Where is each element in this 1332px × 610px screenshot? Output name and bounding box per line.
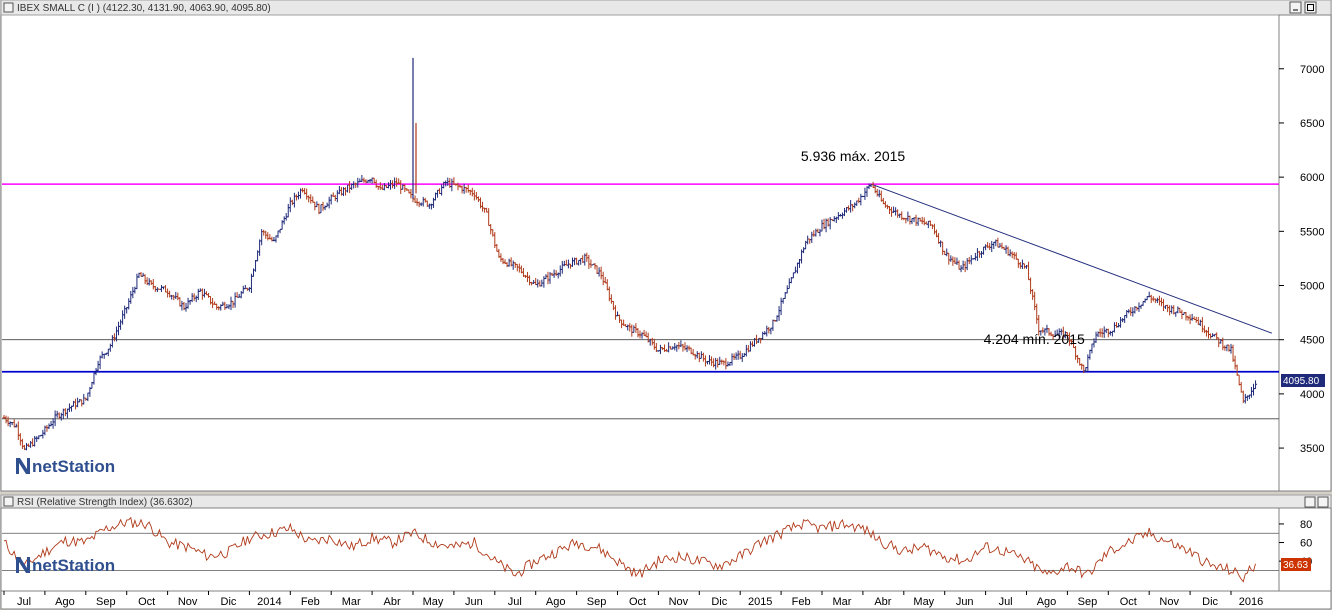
rsi-title-bar [0, 494, 1332, 509]
price-tick-label: 6000 [1300, 172, 1324, 184]
resistance-trendline [870, 183, 1273, 334]
time-x-axis: Jul Ago Sep Oct Nov Dic 2014 Feb Mar Abr May Jun Jul… [3, 591, 1263, 608]
time-tick-label: 2014 [257, 596, 281, 608]
netstation-logo-icon [16, 557, 30, 573]
price-title-bar [0, 0, 1332, 16]
min-2015-annotation: 4.204 mín. 2015 [984, 331, 1085, 347]
time-tick-label: Sep [96, 596, 116, 608]
rsi-panel-title: RSI (Relative Strength Index) (36.6302) [17, 497, 193, 508]
time-tick-label: Mar [342, 596, 361, 608]
price-tick-label: 5000 [1300, 281, 1324, 293]
rsi-watermark-text: netStation [32, 556, 115, 575]
price-tick-label: 5500 [1300, 226, 1324, 238]
time-tick-label: Sep [1078, 596, 1098, 608]
rsi-close-button[interactable] [1317, 496, 1329, 508]
maximize-button[interactable] [1304, 1, 1317, 14]
time-tick-label: Jul [508, 596, 522, 608]
time-tick-label: Dic [221, 596, 237, 608]
maximize-icon [1307, 4, 1314, 11]
time-tick-label: Jun [956, 596, 974, 608]
time-tick-label: May [913, 596, 934, 608]
time-tick-label: Feb [792, 596, 811, 608]
rsi-series [2, 516, 1279, 583]
panel-menu-icon[interactable] [3, 2, 14, 13]
rsi-axis-area [1278, 507, 1332, 592]
rsi-last-value-tag [1281, 558, 1311, 571]
time-tick-label: Oct [1120, 596, 1137, 608]
rsi-last-value: 36.63 [1283, 560, 1308, 571]
price-panel-title: IBEX SMALL C (I ) (4122.30, 4131.90, 406… [17, 3, 271, 14]
time-tick-label: Jul [999, 596, 1013, 608]
price-axis-area [1278, 14, 1332, 492]
minimize-button[interactable] [1289, 1, 1302, 14]
time-tick-label: Nov [178, 596, 198, 608]
time-tick-label: Mar [833, 596, 852, 608]
time-tick-label: Abr [874, 596, 891, 608]
time-axis [0, 590, 1332, 610]
time-tick-label: Feb [301, 596, 320, 608]
time-tick-label: Ago [55, 596, 75, 608]
time-tick-label: Ago [546, 596, 566, 608]
time-tick-label: Oct [138, 596, 155, 608]
time-tick-label: Nov [1159, 596, 1179, 608]
time-tick-label: Oct [629, 596, 646, 608]
price-plot-area [0, 14, 1280, 492]
netstation-logo-icon [16, 458, 30, 474]
price-window-controls [1289, 1, 1317, 14]
price-watermark: netStation [16, 457, 115, 476]
time-tick-label: Jun [465, 596, 483, 608]
time-tick-label: May [423, 596, 444, 608]
time-tick-label: Nov [669, 596, 689, 608]
price-bar [1254, 380, 1258, 390]
rsi-menu-icon[interactable] [3, 496, 14, 507]
price-tick-label: 6500 [1300, 118, 1324, 130]
rsi-tick-label: 80 [1300, 519, 1312, 531]
price-last-value: 4095.80 [1283, 376, 1320, 387]
price-y-axis: 3500 4000 4500 5000 5500 6000 6500 7000 [1279, 64, 1324, 455]
time-tick-label: Dic [1202, 596, 1218, 608]
rsi-maximize-button[interactable] [1304, 496, 1316, 508]
price-tick-label: 7000 [1300, 64, 1324, 76]
price-last-value-tag [1281, 374, 1325, 387]
price-tick-label: 4000 [1300, 389, 1324, 401]
time-tick-label: 2016 [1239, 596, 1263, 608]
time-tick-label: Sep [587, 596, 607, 608]
rsi-watermark: netStation [16, 556, 115, 575]
time-tick-label: Dic [711, 596, 727, 608]
price-watermark-text: netStation [32, 457, 115, 476]
time-tick-label: Jul [17, 596, 31, 608]
price-series [2, 57, 1279, 451]
rsi-tick-label: 60 [1300, 538, 1312, 550]
time-tick-label: Ago [1037, 596, 1057, 608]
rsi-line [3, 516, 1256, 583]
rsi-plot-area [0, 507, 1280, 592]
max-2015-annotation: 5.936 máx. 2015 [801, 148, 906, 164]
price-tick-label: 4500 [1300, 335, 1324, 347]
time-tick-label: Abr [384, 596, 401, 608]
time-tick-label: 2015 [748, 596, 772, 608]
price-tick-label: 3500 [1300, 443, 1324, 455]
